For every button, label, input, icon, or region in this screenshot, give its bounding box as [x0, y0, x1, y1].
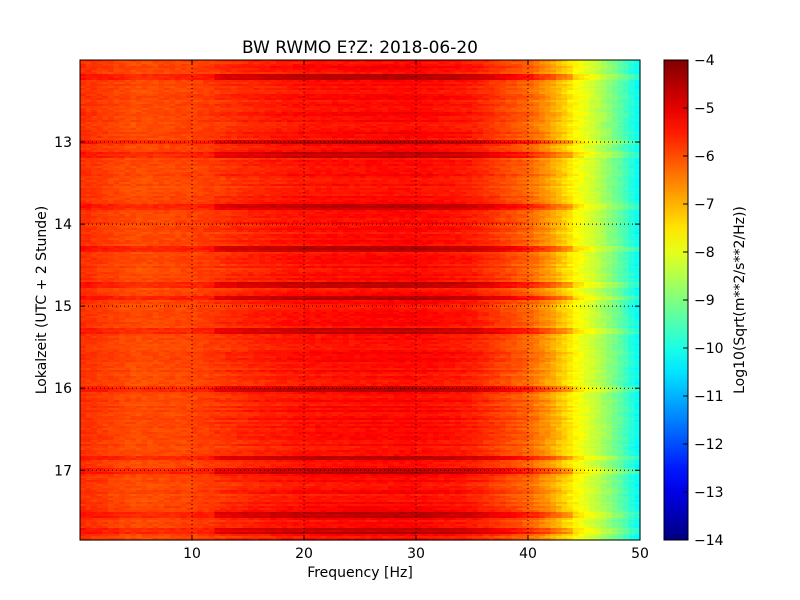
chart-title: BW RWMO E?Z: 2018-06-20: [242, 38, 478, 58]
spectrogram-heatmap: [80, 60, 641, 541]
